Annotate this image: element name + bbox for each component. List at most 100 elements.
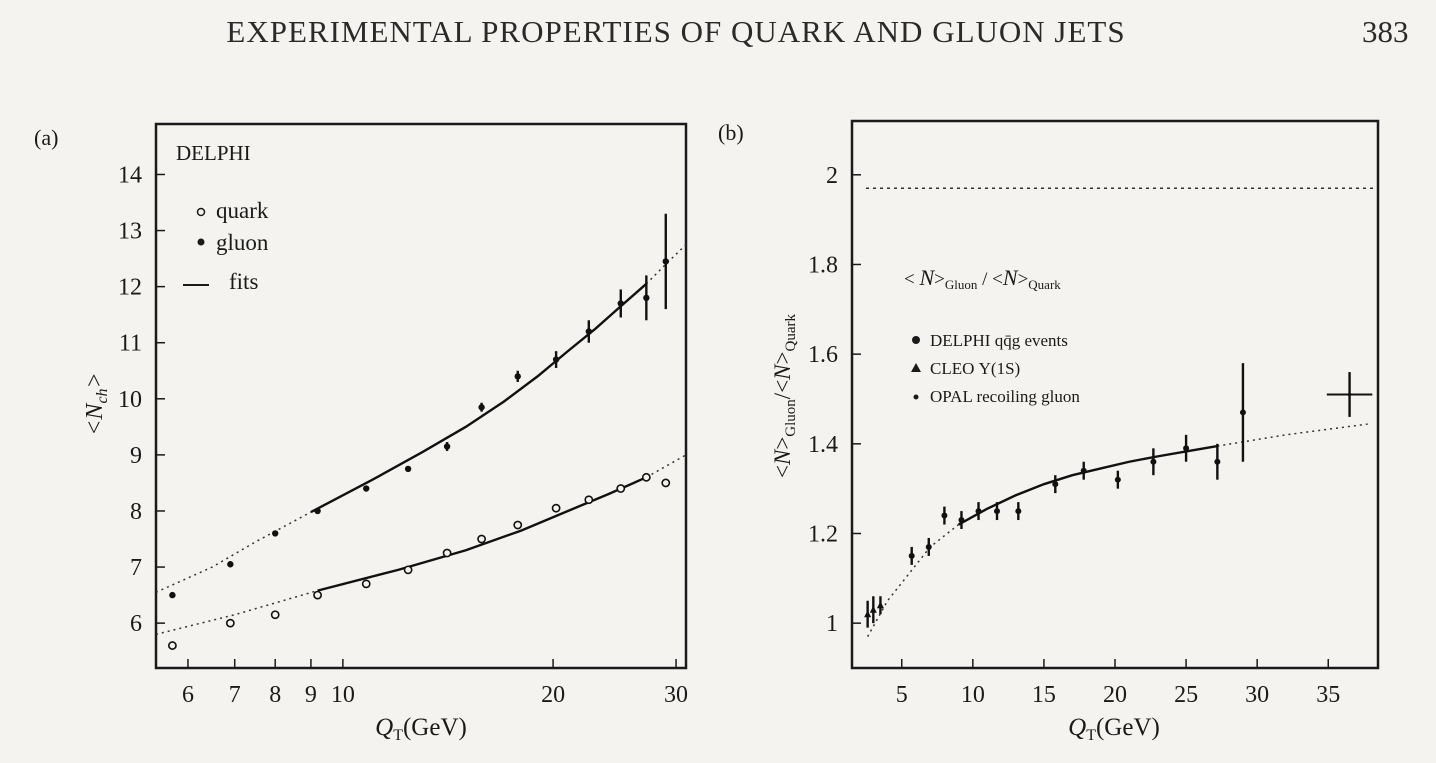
panel-b-fit-lines [958, 444, 1218, 526]
panel-a-point-quark [661, 478, 671, 488]
panel-b-xlabel: QT(GeV) [1068, 714, 1160, 744]
panel-b-xtick-label: 35 [1316, 682, 1340, 708]
panel-a-point-quark [641, 472, 651, 482]
panel-b-legend-delphi-label: DELPHI qq̄g events [930, 331, 1068, 350]
panel-b-ticks: 5 10 15 20 25 30 35 1 1.2 1.4 1.6 1.8 2 [808, 163, 1340, 708]
panel-a-frame [154, 122, 688, 670]
panel-a-point-quark [403, 565, 413, 575]
panel-b-point-cleo [876, 601, 884, 609]
panel-a-ytick-label: 10 [118, 387, 142, 413]
panel-b-ytick-label: 1.2 [808, 521, 838, 547]
panel-a-ytick-label: 7 [130, 555, 142, 581]
panel-b-point-delphi [1052, 481, 1059, 488]
panel-a-point-quark [477, 534, 486, 544]
panel-b-point-cleo [869, 605, 877, 613]
panel-a-point-gluon [643, 294, 650, 302]
running-head: EXPERIMENTAL PROPERTIES OF QUARK AND GLU… [226, 14, 1126, 49]
panel-b-annotation: < N>Gluon / <N>Quark [904, 265, 1061, 292]
panel-a-point-gluon [314, 507, 321, 515]
panel-b-label: (b) [718, 120, 744, 145]
panel-b-point-delphi [908, 552, 915, 559]
panel-b-xtick-label: 30 [1245, 682, 1269, 708]
panel-a-xtick-label: 9 [305, 682, 317, 708]
panel-a-xtick-label: 10 [331, 682, 355, 708]
panel-a-fit-extrapolation [155, 589, 318, 636]
panel-a-ytick-label: 6 [130, 611, 142, 637]
panel-b-ytick-label: 1 [826, 611, 838, 637]
panel-b-point-opal [1347, 392, 1352, 397]
panel-a-xtick-label: 20 [541, 682, 565, 708]
panel-a-fit-extrapolation [155, 511, 312, 593]
panel-a-fit-extrapolations [155, 244, 687, 636]
panel-b-point-delphi [1150, 458, 1157, 465]
panel-a-point-gluon [585, 328, 593, 335]
panel-a-point-gluon [443, 443, 451, 450]
panel-a-point-quark [225, 618, 235, 628]
panel-a-fit-gluon [310, 282, 648, 514]
panel-b-fit-extrapolation [866, 523, 960, 637]
panel-b-point-delphi [958, 517, 965, 524]
panel-a-point-gluon [169, 591, 176, 599]
panel-a-fit-quark [317, 476, 647, 592]
panel-b-point-delphi [1183, 445, 1190, 452]
panel-b-fit-extrapolations [866, 422, 1371, 637]
panel-a-xtick-label: 7 [229, 682, 241, 708]
panel-b-point-delphi [1080, 467, 1087, 474]
panel-a-legend-gluon-marker [197, 238, 205, 246]
panel-a-point-quark [270, 610, 280, 620]
panel-a-point-gluon [404, 465, 412, 473]
panel-b-xtick-label: 20 [1103, 682, 1127, 708]
panel-a-legend-title: DELPHI [176, 141, 251, 165]
panel-b-point-delphi [1015, 508, 1022, 515]
panel-b-ytick-label: 1.8 [808, 252, 838, 278]
panel-b-legend-cleo-label: CLEO Υ(1S) [930, 359, 1020, 378]
panel-a-point-gluon [478, 404, 485, 411]
panel-a-point-gluon [363, 485, 370, 492]
panel-b-point-delphi [1114, 476, 1121, 483]
panel-a-fit-extrapolation [645, 454, 687, 478]
panel-b-xtick-label: 15 [1032, 682, 1056, 708]
panel-b-point-delphi [994, 508, 1001, 515]
panel-b-legend-delphi-marker [912, 336, 920, 344]
panel-a-ytick-label: 13 [118, 219, 142, 245]
panel-a-point-quark [313, 590, 322, 600]
panel-b-fit-line [958, 444, 1218, 526]
panel-a-point-quark [361, 579, 371, 589]
panel-b-point-delphi [941, 512, 948, 519]
panel-b-xtick-label: 10 [961, 682, 985, 708]
panel-b-point-cleo [864, 610, 872, 618]
panel-b-fit-extrapolation [1217, 422, 1371, 447]
panel-b-ylabel: <N>Gluon/<N>Quark [770, 314, 799, 479]
panel-a-legend-quark-marker [196, 207, 206, 217]
panel-b-ytick-label: 1.4 [808, 432, 838, 458]
panel-a-point-gluon [272, 530, 279, 537]
panel-a-point-quark [442, 548, 452, 558]
panel-a-ytick-label: 9 [130, 443, 142, 469]
panel-a-point-gluon [617, 300, 624, 307]
panel-a-point-quark [167, 641, 177, 650]
page-number: 383 [1362, 14, 1409, 49]
panel-a-fit-lines [310, 282, 648, 592]
panel-a-xlabel: QT(GeV) [375, 714, 467, 744]
panel-b-legend-opal-marker [913, 394, 919, 400]
panel-a-legend-gluon-label: gluon [216, 230, 269, 255]
panel-b-point-delphi [1239, 409, 1246, 416]
panel-a-point-gluon [514, 373, 521, 380]
panel-a-ytick-label: 12 [118, 275, 142, 301]
panel-a-point-gluon [552, 356, 560, 363]
panel-b-point-delphi [1214, 458, 1221, 465]
panel-b-ytick-label: 1.6 [808, 342, 838, 368]
panel-a-point-gluon [662, 258, 669, 265]
panel-a-ytick-label: 11 [119, 331, 142, 357]
panel-a-label: (a) [34, 125, 58, 150]
panel-a-xtick-label: 8 [269, 682, 281, 708]
panel-a-point-quark [584, 495, 594, 505]
panel-a-xtick-label: 30 [664, 682, 688, 708]
panel-a-data-points [167, 213, 671, 650]
panel-a-ylabel: <Nch> [82, 372, 111, 436]
panel-a-point-quark [551, 503, 561, 513]
panel-b-legend-cleo-marker [911, 363, 921, 372]
panel-b-ytick-label: 2 [826, 163, 838, 189]
